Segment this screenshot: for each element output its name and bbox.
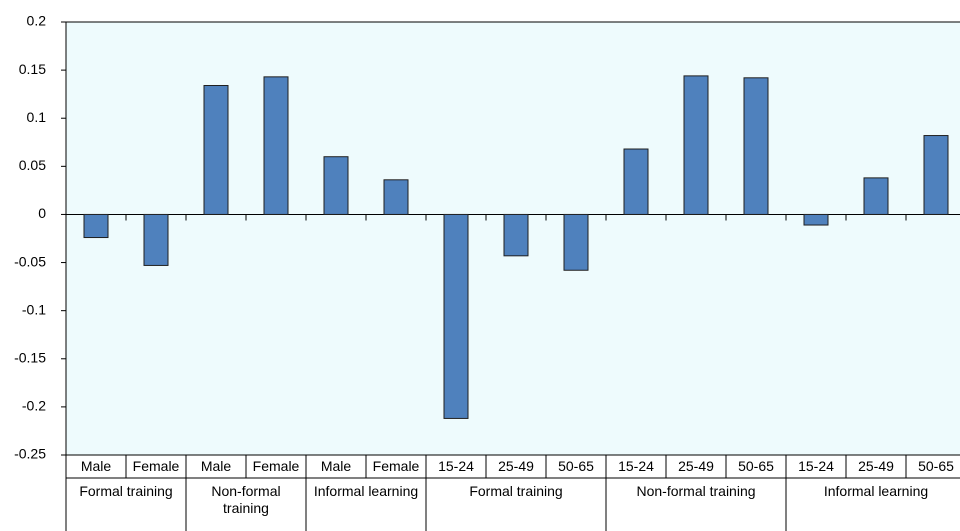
x-tick-label: 25-49: [678, 458, 714, 474]
y-tick-label: 0.15: [19, 61, 46, 77]
x-tick-label: 50-65: [918, 458, 954, 474]
group-label: Informal learning: [823, 483, 929, 499]
x-tick-label: Male: [321, 458, 352, 474]
group-label: Informal learning: [313, 483, 419, 499]
x-tick-label: Female: [253, 458, 300, 474]
bar: [863, 177, 889, 215]
x-tick-label: Male: [201, 458, 232, 474]
x-tick-label: 25-49: [498, 458, 534, 474]
y-tick-label: -0.25: [14, 446, 46, 462]
x-tick-label: 50-65: [558, 458, 594, 474]
x-tick-label: 50-65: [738, 458, 774, 474]
y-tick-label: 0.05: [19, 157, 46, 173]
x-tick-label: Female: [373, 458, 420, 474]
bar: [623, 148, 649, 215]
bar: [83, 213, 109, 239]
group-label: Formal training: [79, 483, 173, 499]
bar: [203, 85, 229, 215]
bar: [443, 213, 469, 419]
bar: [563, 213, 589, 271]
bar: [263, 76, 289, 215]
x-tick-label: 15-24: [438, 458, 474, 474]
bar: [923, 135, 949, 215]
y-tick-label: -0.2: [22, 398, 46, 414]
y-tick-label: 0.1: [27, 109, 47, 125]
group-label: Formal training: [469, 483, 563, 499]
bar: [503, 213, 529, 257]
x-tick-label: 25-49: [858, 458, 894, 474]
y-tick-label: -0.15: [14, 349, 46, 365]
bar: [143, 213, 169, 266]
x-tick-label: 15-24: [798, 458, 834, 474]
x-tick-label: Male: [81, 458, 112, 474]
y-tick-label: 0.2: [27, 13, 47, 29]
y-tick-label: -0.05: [14, 253, 46, 269]
y-tick-label: -0.1: [22, 301, 46, 317]
bar: [683, 75, 709, 215]
bar: [323, 156, 349, 215]
group-label: Non-formal training: [211, 483, 281, 516]
y-tick-label: 0: [38, 205, 46, 221]
group-label: Non-formal training: [636, 483, 756, 499]
x-tick-label: 15-24: [618, 458, 654, 474]
bar: [803, 213, 829, 226]
bar: [383, 179, 409, 215]
x-tick-label: Female: [133, 458, 180, 474]
bar: [743, 77, 769, 215]
